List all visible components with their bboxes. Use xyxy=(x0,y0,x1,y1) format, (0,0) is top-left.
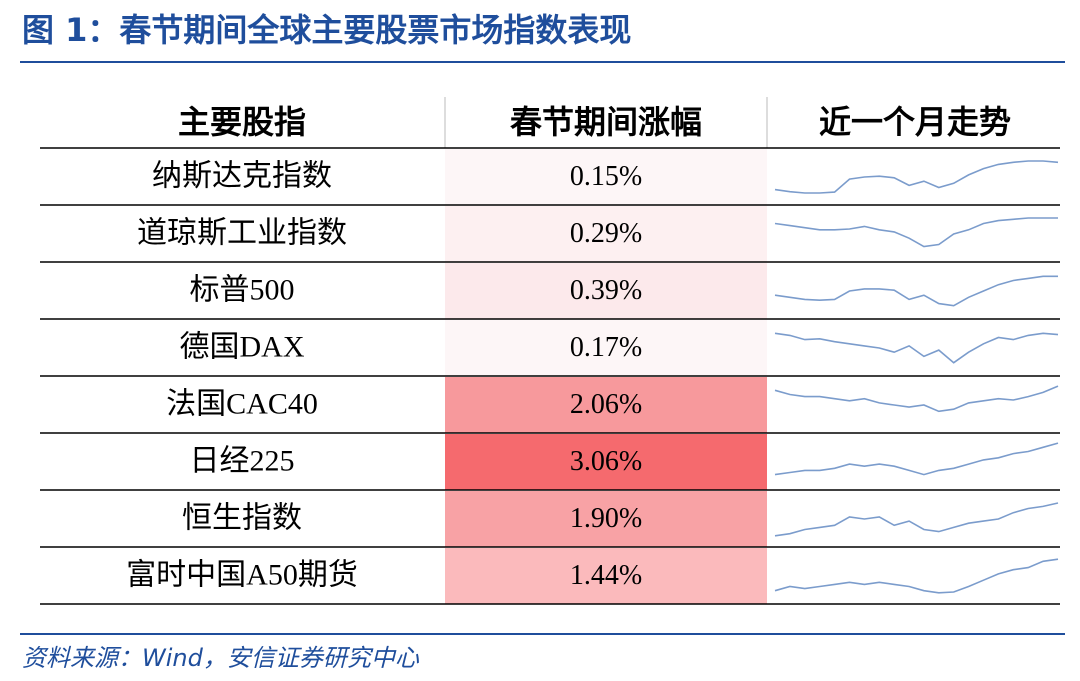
change-cell xyxy=(445,263,767,319)
column-header: 主要股指 xyxy=(178,103,306,141)
index-name: 德国DAX xyxy=(180,330,305,363)
index-change: 2.06% xyxy=(570,389,642,420)
index-name: 日经225 xyxy=(190,444,295,477)
sparkline xyxy=(774,160,1059,194)
index-name: 道琼斯工业指数 xyxy=(137,216,347,249)
table-body: 纳斯达克指数 0.15% 道琼斯工业指数 0.29% 标普500 0.39% 德国DAX 0.… xyxy=(40,147,1060,605)
index-name: 恒生指数 xyxy=(182,501,302,534)
sparkline xyxy=(774,502,1059,537)
sparkline xyxy=(774,217,1058,248)
index-name: 法国CAC40 xyxy=(166,387,318,420)
source: 资料来源：Wind，安信证券研究中心 xyxy=(22,644,420,672)
change-cell xyxy=(445,548,767,604)
index-name: 标普500 xyxy=(190,273,295,306)
sparkline xyxy=(774,558,1059,594)
change-cell xyxy=(445,434,767,490)
change-cell xyxy=(445,149,767,205)
index-name: 富时中国A50期货 xyxy=(126,558,358,591)
column-header: 近一个月走势 xyxy=(819,103,1011,141)
index-change: 0.17% xyxy=(570,332,642,363)
title: 图 1：春节期间全球主要股票市场指数表现 xyxy=(22,11,631,49)
column-header: 春节期间涨幅 xyxy=(510,103,702,141)
index-change: 1.90% xyxy=(570,503,642,534)
index-change: 3.06% xyxy=(570,446,642,477)
index-change: 1.44% xyxy=(570,560,642,591)
change-cell xyxy=(445,491,767,547)
change-cell xyxy=(445,320,767,376)
sparkline xyxy=(774,275,1058,307)
change-cell xyxy=(445,206,767,262)
index-change: 0.15% xyxy=(570,161,642,192)
index-change: 0.29% xyxy=(570,218,642,249)
sparkline xyxy=(774,442,1059,476)
sparkline xyxy=(774,385,1059,413)
index-name: 纳斯达克指数 xyxy=(152,159,332,192)
index-change: 0.39% xyxy=(570,275,642,306)
change-cell xyxy=(445,377,767,433)
sparkline xyxy=(774,332,1059,364)
